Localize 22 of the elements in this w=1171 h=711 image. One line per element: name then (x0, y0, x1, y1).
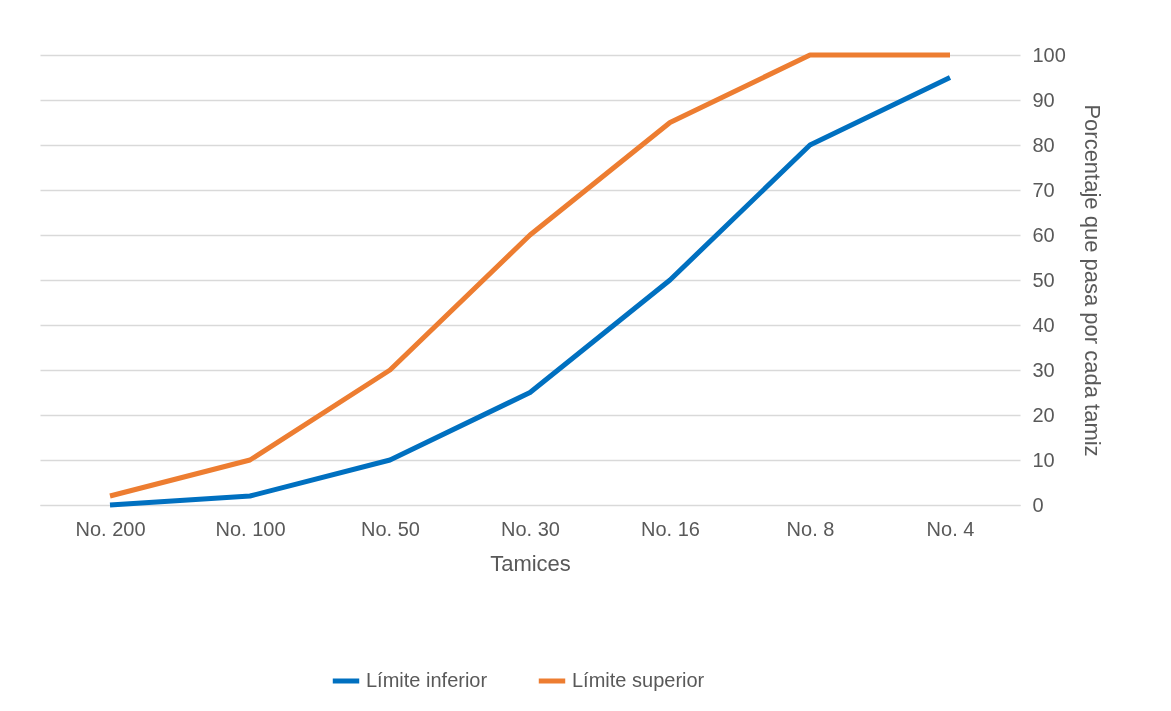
y-tick-label: 60 (1032, 223, 1055, 246)
y-tick-label: 70 (1032, 178, 1055, 201)
y-tick-label: 30 (1032, 358, 1055, 381)
y-tick-label: 10 (1032, 448, 1055, 471)
legend-label: Límite superior (572, 669, 705, 691)
y-tick-label: 80 (1032, 133, 1055, 156)
x-tick-label: No. 30 (501, 517, 560, 540)
x-tick-label: No. 200 (75, 517, 146, 540)
y-tick-label: 20 (1032, 403, 1055, 426)
y-tick-label: 50 (1032, 268, 1055, 291)
x-axis-title: Tamices (490, 550, 571, 576)
y-tick-label: 90 (1032, 88, 1055, 111)
y-tick-label: 100 (1032, 43, 1066, 66)
x-tick-label: No. 16 (641, 517, 700, 540)
x-tick-label: No. 100 (215, 517, 286, 540)
x-tick-label: No. 4 (926, 517, 975, 540)
x-tick-label: No. 50 (361, 517, 420, 540)
x-tick-label: No. 8 (786, 517, 835, 540)
y-tick-label: 40 (1032, 313, 1055, 336)
y-tick-label: 0 (1032, 493, 1044, 516)
y-axis-title: Porcentaje que pasa por cada tamiz (1079, 104, 1105, 457)
legend-label: Límite inferior (366, 669, 488, 691)
